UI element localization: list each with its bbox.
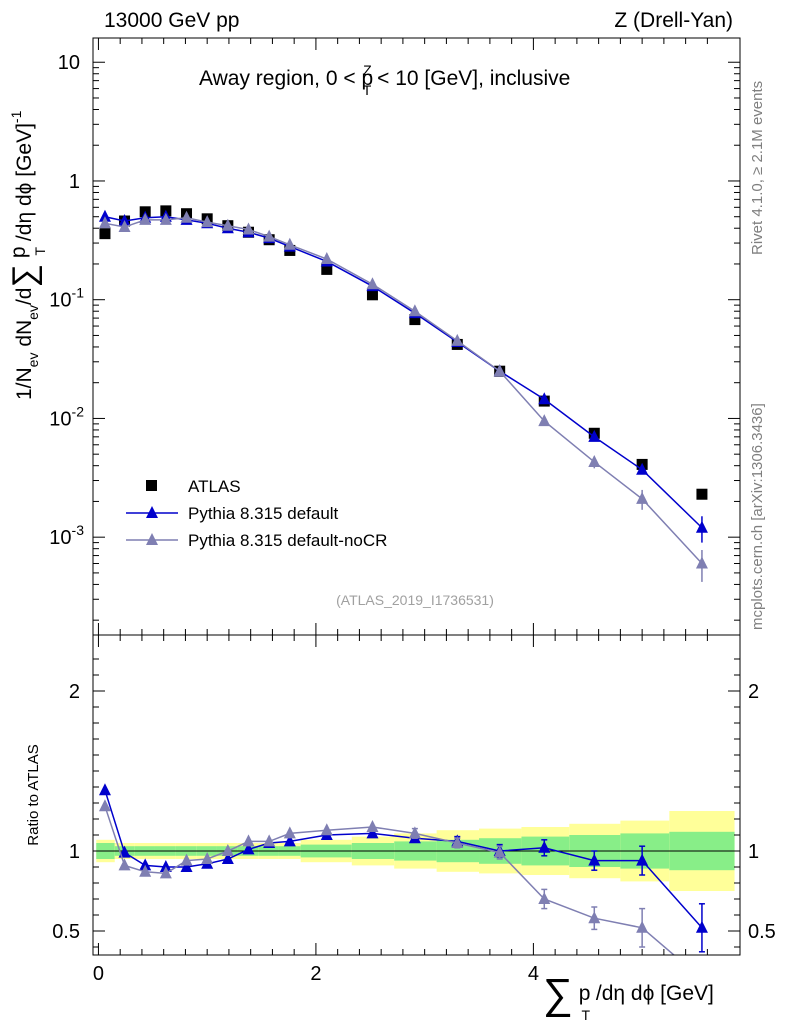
legend-marker-nocr — [146, 533, 158, 545]
ratio-ytick-label: 1 — [69, 841, 80, 863]
data-point — [242, 222, 255, 235]
legend-label-atlas: ATLAS — [188, 477, 241, 496]
ratio-ylabel: Ratio to ATLAS — [25, 744, 42, 845]
ratio-ytick-label-right: 2 — [748, 681, 759, 703]
ratio-point — [118, 858, 131, 871]
data-point — [366, 277, 379, 290]
ratio-point — [201, 852, 214, 864]
data-point — [320, 252, 333, 265]
ratio-point — [695, 920, 708, 933]
ratio-point — [242, 842, 255, 855]
ratio-point — [263, 834, 276, 847]
ratio-point — [283, 834, 296, 847]
ratio-axes: 0.5 0.5 1 1 2 2 0 2 4 — [52, 635, 776, 985]
data-point — [696, 488, 708, 500]
ratio-frame — [92, 634, 741, 956]
ratio-point — [588, 853, 601, 866]
ratio-ytick-label: 2 — [69, 681, 80, 703]
data-point — [263, 229, 276, 242]
main-ytick-label: 10-1 — [49, 285, 84, 312]
data-point — [98, 209, 111, 222]
ratio-point — [320, 823, 333, 836]
main-title: Away region, 0 < pZ T < 10 [GeV], inclusi… — [199, 62, 570, 98]
ratio-point — [451, 836, 464, 848]
ratio-point — [139, 858, 152, 871]
data-point — [695, 556, 708, 569]
legend-marker-atlas — [146, 480, 157, 491]
main-axes: 10-3 10-2 10-1 1 10 — [49, 38, 740, 635]
ratio-ytick-label: 0.5 — [52, 921, 80, 943]
data-point — [695, 520, 708, 533]
legend-label-default: Pythia 8.315 default — [188, 504, 339, 523]
ratio-point — [538, 840, 551, 853]
ratio-point — [588, 911, 601, 924]
ratio-point — [221, 852, 234, 864]
data-point — [493, 364, 506, 377]
main-series-layer — [98, 205, 708, 582]
data-point — [451, 333, 464, 346]
data-point — [201, 215, 214, 228]
data-point — [98, 216, 111, 229]
ratio-point — [366, 826, 379, 839]
ratio-point — [98, 799, 111, 812]
process-label: Z (Drell-Yan) — [614, 9, 733, 32]
ratio-point — [283, 826, 296, 839]
data-point — [408, 304, 421, 317]
ratio-point — [139, 864, 152, 877]
legend-marker-default — [146, 506, 158, 518]
mcplots-label: mcplots.cern.ch [arXiv:1306.3436] — [749, 403, 766, 630]
ratio-ytick-label-right: 1 — [748, 841, 759, 863]
ratio-point — [221, 844, 234, 856]
main-ytick-label: 10-2 — [49, 403, 84, 430]
legend-entry-atlas: ATLAS — [146, 477, 241, 496]
data-point — [538, 392, 551, 405]
ratio-xtick-label: 0 — [93, 963, 104, 985]
ratio-point — [366, 820, 379, 832]
data-point — [409, 314, 421, 326]
ratio-point — [636, 920, 649, 933]
data-point — [366, 289, 378, 301]
legend-entry-default: Pythia 8.315 default — [126, 504, 339, 523]
data-point — [118, 219, 131, 232]
data-point — [588, 429, 601, 442]
energy-label: 13000 GeV pp — [104, 9, 239, 32]
ratio-series-layer — [98, 783, 708, 955]
legend-label-nocr: Pythia 8.315 default-noCR — [188, 531, 387, 550]
data-point — [139, 212, 152, 225]
ratio-point — [98, 783, 111, 796]
main-ytick-label: 10-3 — [49, 522, 84, 549]
main-ytick-label: 1 — [69, 171, 80, 193]
ratio-point — [180, 853, 193, 866]
legend: ATLAS Pythia 8.315 default Pythia 8.315 … — [126, 477, 387, 550]
ratio-point — [180, 860, 193, 872]
ratio-point — [408, 826, 421, 839]
data-point — [99, 228, 111, 240]
ratio-point — [159, 860, 172, 872]
data-point — [283, 237, 296, 250]
ratio-ytick-label-right: 0.5 — [748, 921, 776, 943]
data-point — [636, 462, 649, 475]
data-point — [180, 210, 193, 223]
data-point — [636, 491, 649, 504]
ratio-series-group — [98, 783, 708, 955]
ratio-point — [538, 892, 551, 904]
data-point — [221, 218, 234, 231]
ratio-point — [636, 853, 649, 866]
ratio-point — [242, 834, 255, 847]
ratio-point — [159, 866, 172, 879]
data-point — [321, 263, 333, 275]
ratio-xtick-label: 4 — [528, 963, 539, 985]
main-ytick-label: 10 — [58, 52, 80, 74]
ratio-xtick-label: 2 — [310, 963, 321, 985]
legend-entry-nocr: Pythia 8.315 default-noCR — [126, 531, 387, 550]
ratio-point — [493, 845, 506, 858]
data-point — [538, 414, 551, 427]
data-point — [159, 212, 172, 225]
rivet-label: Rivet 4.1.0, ≥ 2.1M events — [749, 81, 766, 255]
analysis-id: (ATLAS_2019_I1736531) — [336, 592, 494, 608]
data-point — [588, 454, 601, 467]
